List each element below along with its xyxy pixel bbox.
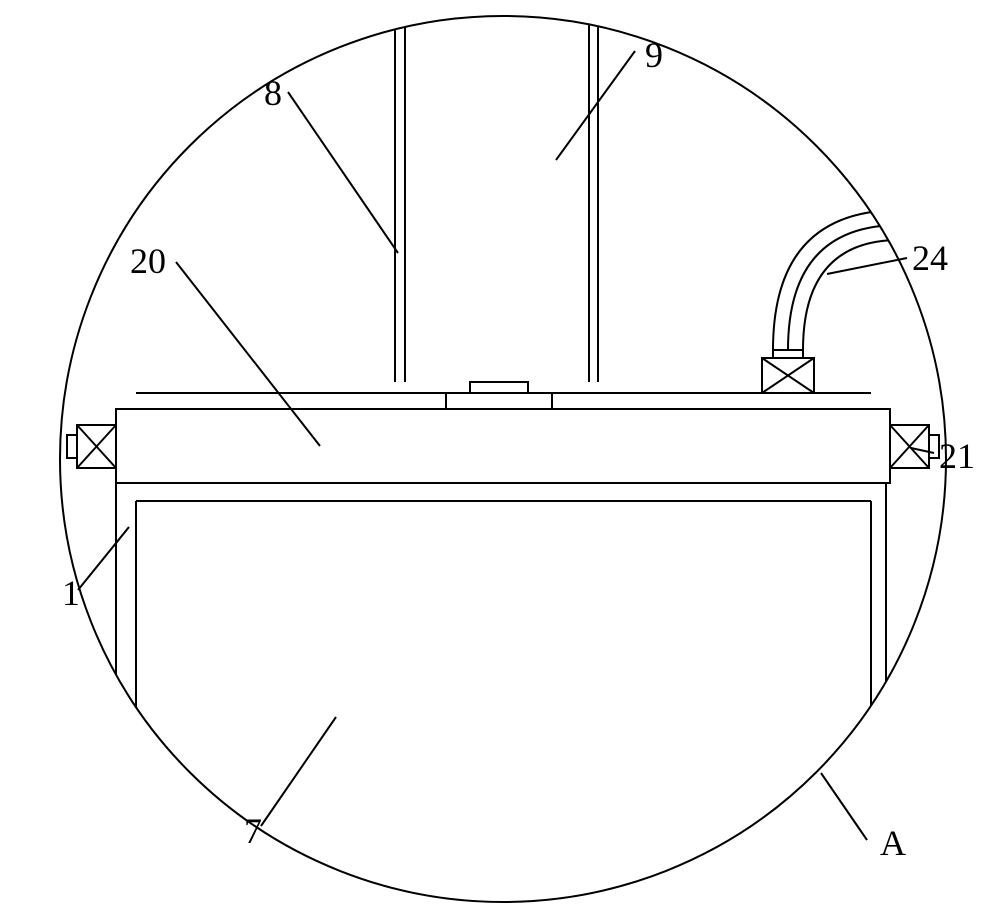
callout-24: 24 [827,238,948,278]
callout-1: 1 [62,527,129,613]
callout-21-label: 21 [939,436,975,476]
callout-7-label: 7 [244,811,262,851]
callout-21: 21 [911,436,975,476]
callout-8: 8 [264,73,398,253]
detail-label: A [821,773,906,863]
callout-20: 20 [130,241,320,446]
detail-view [67,16,939,921]
callout-8-label: 8 [264,73,282,113]
callout-9: 9 [556,35,663,160]
callout-24-label: 24 [912,238,948,278]
detail-circle [60,16,946,902]
detail-label-text: A [880,823,906,863]
callout-7: 7 [244,717,336,851]
callout-20-label: 20 [130,241,166,281]
callout-9-label: 9 [645,35,663,75]
callout-1-label: 1 [62,573,80,613]
